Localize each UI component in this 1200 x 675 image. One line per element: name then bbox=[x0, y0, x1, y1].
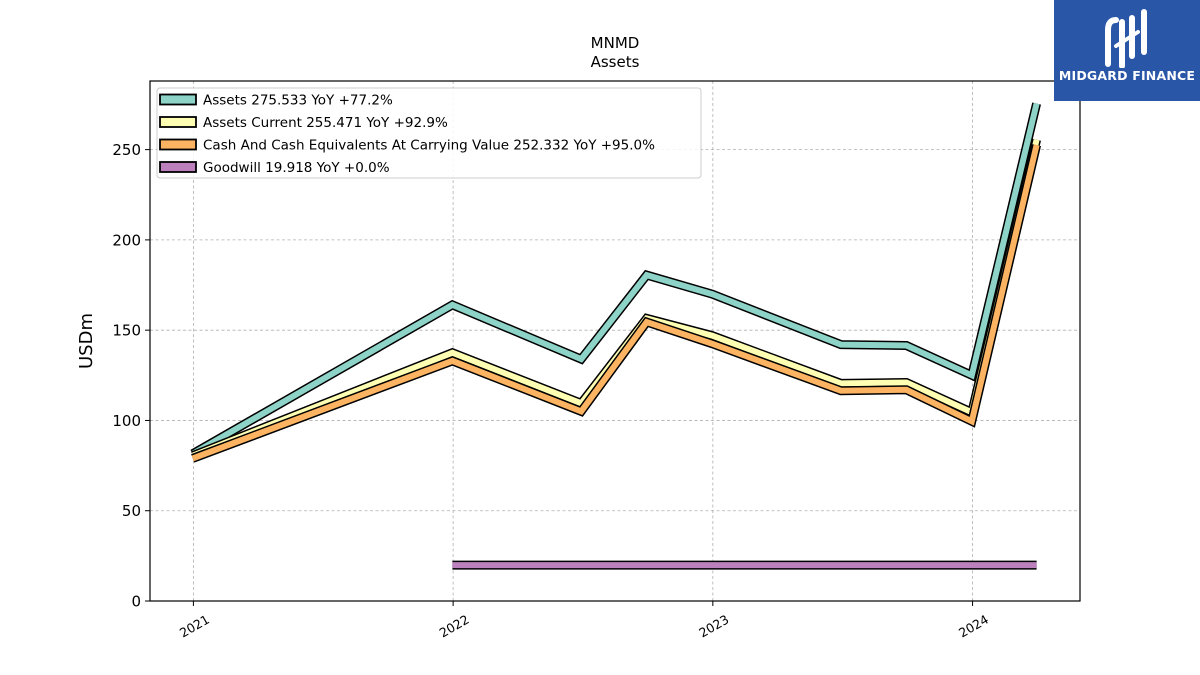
legend-entry: Goodwill 19.918 YoY +0.0% bbox=[203, 160, 390, 176]
legend-box bbox=[156, 87, 702, 179]
legend-swatch bbox=[159, 116, 197, 128]
series-line bbox=[191, 102, 1040, 457]
plot-frame bbox=[149, 80, 1081, 602]
y-tick-label: 0 bbox=[131, 593, 141, 611]
x-tick-label: 2024 bbox=[956, 612, 991, 641]
legend-entry: Assets Current 255.471 YoY +92.9% bbox=[203, 115, 448, 131]
series-line bbox=[191, 144, 1040, 462]
brand-name: MIDGARD FINANCE bbox=[1058, 68, 1196, 83]
y-tick-label: 150 bbox=[112, 322, 141, 340]
series-line bbox=[191, 139, 1040, 459]
y-tick-label: 250 bbox=[112, 141, 141, 159]
legend: Assets 275.533 YoY +77.2% Assets Current … bbox=[156, 87, 702, 179]
legend-swatch bbox=[159, 93, 197, 106]
legend-entry: Cash And Cash Equivalents At Carrying Va… bbox=[203, 138, 655, 154]
y-tick-label: 200 bbox=[112, 231, 141, 249]
chart-subtitle: Assets bbox=[591, 53, 640, 71]
y-tick-label: 100 bbox=[112, 412, 141, 430]
plot-area bbox=[190, 102, 1041, 570]
x-tick-label: 2022 bbox=[437, 612, 472, 641]
midgard-logo-icon bbox=[1105, 9, 1147, 68]
chart-title: MNMD bbox=[591, 34, 640, 52]
legend-entry: Assets 275.533 YoY +77.2% bbox=[203, 93, 393, 109]
x-tick-label: 2021 bbox=[177, 612, 212, 641]
brand-logo: MIDGARD FINANCE bbox=[1054, 0, 1200, 101]
x-tick-label: 2023 bbox=[696, 612, 731, 641]
y-tick-label: 50 bbox=[122, 502, 141, 520]
legend-swatch bbox=[159, 138, 197, 151]
legend-swatch bbox=[159, 161, 197, 173]
y-axis-label: USDm bbox=[76, 313, 97, 369]
